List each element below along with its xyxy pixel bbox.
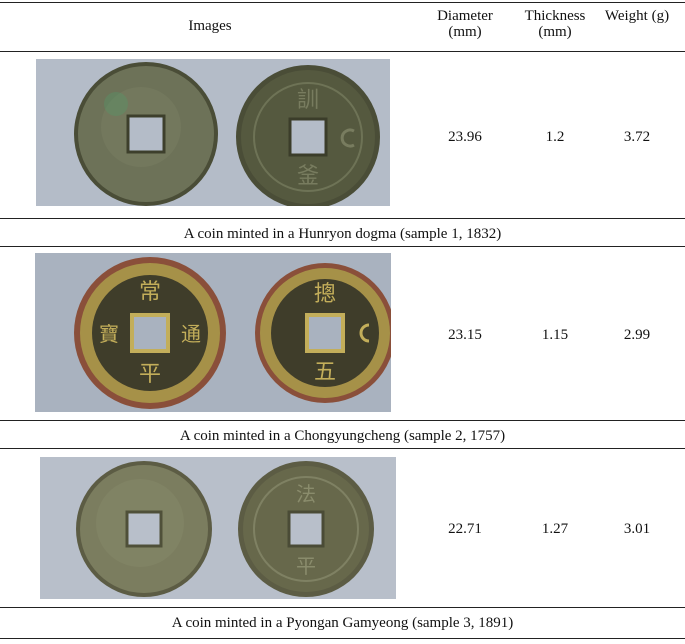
row-2-thickness: 1.15 bbox=[541, 327, 569, 343]
coin-obverse-icon bbox=[74, 62, 218, 206]
coin-photo-sample-2: 常 平 寶 通 摠 五 bbox=[35, 253, 391, 412]
table-top-rule bbox=[0, 2, 685, 3]
svg-text:五: 五 bbox=[314, 360, 336, 385]
header-weight: Weight (g) bbox=[604, 8, 670, 24]
row-3-diameter: 22.71 bbox=[448, 521, 482, 537]
row-2-caption-rule bbox=[0, 448, 685, 449]
header-diameter: Diameter (mm) bbox=[437, 8, 493, 40]
row-1-diameter: 23.96 bbox=[448, 129, 482, 145]
coin-reverse-icon: 訓 釜 bbox=[236, 65, 380, 206]
row-1-caption: A coin minted in a Hunryon dogma (sample… bbox=[183, 226, 502, 242]
svg-text:平: 平 bbox=[296, 554, 316, 578]
table-bottom-rule bbox=[0, 638, 685, 639]
header-thickness: Thickness (mm) bbox=[524, 8, 586, 40]
header-images: Images bbox=[188, 18, 232, 34]
row-3-weight: 3.01 bbox=[623, 521, 651, 537]
row-2-weight: 2.99 bbox=[623, 327, 651, 343]
svg-text:法: 法 bbox=[296, 482, 316, 506]
svg-text:寶: 寶 bbox=[99, 322, 119, 346]
header-rule bbox=[0, 51, 685, 52]
svg-text:訓: 訓 bbox=[297, 88, 319, 113]
coin-reverse-icon: 摠 五 bbox=[255, 263, 391, 403]
coin-reverse-icon: 法 平 bbox=[238, 461, 374, 597]
row-1-caption-rule bbox=[0, 246, 685, 247]
coin-photo-sample-3: 法 平 bbox=[40, 457, 396, 599]
svg-text:摠: 摠 bbox=[314, 282, 336, 307]
coin-photo-sample-1: 訓 釜 bbox=[36, 59, 390, 206]
row-1-thickness: 1.2 bbox=[545, 129, 565, 145]
svg-text:釜: 釜 bbox=[297, 164, 319, 189]
coin-obverse-icon bbox=[76, 461, 212, 597]
row-2-rule bbox=[0, 420, 685, 421]
coin-obverse-icon: 常 平 寶 通 bbox=[74, 257, 226, 409]
row-3-caption: A coin minted in a Pyongan Gamyeong (sam… bbox=[171, 615, 514, 631]
row-2-caption: A coin minted in a Chongyungcheng (sampl… bbox=[179, 428, 506, 444]
svg-text:平: 平 bbox=[139, 362, 161, 387]
row-1-rule bbox=[0, 218, 685, 219]
svg-text:常: 常 bbox=[139, 280, 161, 305]
row-3-thickness: 1.27 bbox=[541, 521, 569, 537]
row-1-weight: 3.72 bbox=[623, 129, 651, 145]
row-2-diameter: 23.15 bbox=[448, 327, 482, 343]
svg-text:通: 通 bbox=[181, 322, 201, 346]
row-3-rule bbox=[0, 607, 685, 608]
